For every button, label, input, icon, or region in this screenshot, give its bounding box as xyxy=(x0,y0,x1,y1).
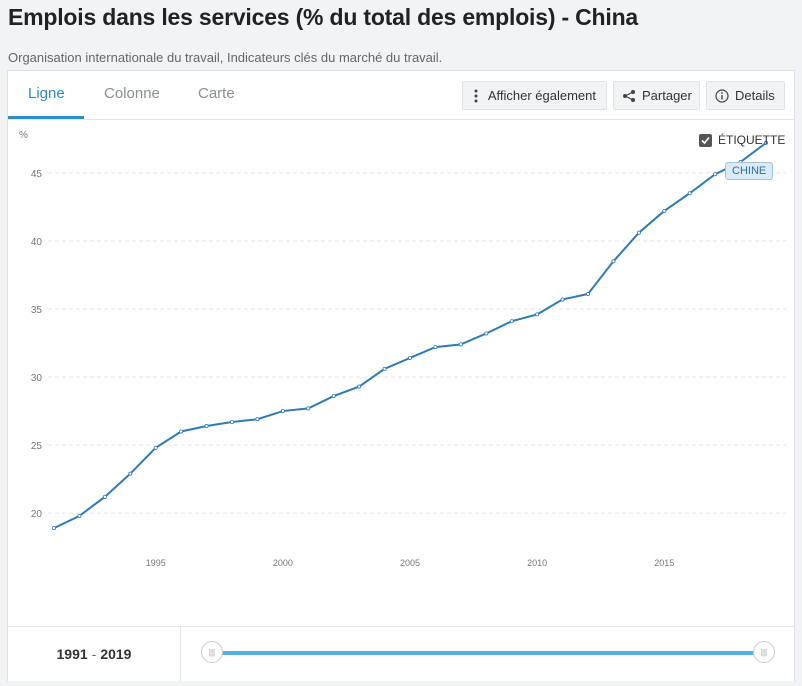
range-slider-track[interactable] xyxy=(213,651,763,655)
chart-card: Ligne Colonne Carte Afficher également P… xyxy=(7,70,795,681)
data-point[interactable] xyxy=(662,208,667,213)
data-point[interactable] xyxy=(153,445,158,450)
details-button[interactable]: Details xyxy=(706,81,785,110)
data-point[interactable] xyxy=(179,429,184,434)
series-label-tag: CHINE xyxy=(725,162,774,180)
data-point[interactable] xyxy=(636,230,641,235)
series-line xyxy=(53,142,767,530)
data-point[interactable] xyxy=(509,319,514,324)
data-point[interactable] xyxy=(687,191,692,196)
range-slider-end-handle[interactable]: ||| xyxy=(753,641,775,663)
data-point[interactable] xyxy=(52,526,57,531)
data-point[interactable] xyxy=(77,513,82,518)
y-axis-unit-label: % xyxy=(19,130,28,141)
data-point[interactable] xyxy=(611,259,616,264)
data-point[interactable] xyxy=(764,140,769,145)
page-title: Emplois dans les services (% du total de… xyxy=(8,4,639,30)
data-point[interactable] xyxy=(713,172,718,177)
line-chart: % 20 25 30 35 40 45 1995 2000 2005 2010 2015 xyxy=(19,130,786,568)
data-point[interactable] xyxy=(255,417,260,422)
y-tick-label: 45 xyxy=(31,169,43,180)
year-range-display: 1991 - 2019 xyxy=(8,627,181,681)
details-label: Details xyxy=(735,88,775,103)
y-tick-label: 20 xyxy=(31,509,43,520)
data-point[interactable] xyxy=(458,342,463,347)
also-show-button[interactable]: Afficher également xyxy=(462,81,607,110)
range-footer: 1991 - 2019 ||| ||| xyxy=(8,626,794,681)
share-label: Partager xyxy=(642,88,692,103)
data-point[interactable] xyxy=(102,494,107,499)
y-tick-label: 25 xyxy=(31,441,43,452)
active-tab-indicator xyxy=(8,116,84,119)
data-point[interactable] xyxy=(306,406,311,411)
more-vertical-icon xyxy=(471,88,482,104)
label-checkbox[interactable] xyxy=(699,133,712,147)
tab-ligne[interactable]: Ligne xyxy=(28,85,65,102)
data-point[interactable] xyxy=(586,291,591,296)
range-start: 1991 xyxy=(56,646,88,662)
range-end: 2019 xyxy=(100,646,132,662)
check-icon xyxy=(701,136,710,144)
data-point[interactable] xyxy=(484,331,489,336)
share-button[interactable]: Partager xyxy=(613,81,700,110)
range-slider-start-handle[interactable]: ||| xyxy=(201,641,223,663)
series-layer xyxy=(52,140,769,531)
x-tick-label: 2015 xyxy=(654,558,674,568)
x-tick-label: 2010 xyxy=(527,558,547,568)
page-subtitle: Organisation internationale du travail, … xyxy=(8,50,443,65)
also-show-label: Afficher également xyxy=(487,88,596,103)
data-point[interactable] xyxy=(280,409,285,414)
info-icon xyxy=(715,88,729,104)
data-point[interactable] xyxy=(407,355,412,360)
x-tick-label: 1995 xyxy=(146,558,166,568)
data-point[interactable] xyxy=(357,384,362,389)
x-tick-labels: 1995 2000 2005 2010 2015 xyxy=(146,558,675,568)
grid-layer xyxy=(48,172,786,514)
tab-carte[interactable]: Carte xyxy=(198,85,235,102)
data-point[interactable] xyxy=(204,424,209,429)
tab-bar: Ligne Colonne Carte Afficher également P… xyxy=(8,71,794,120)
data-point[interactable] xyxy=(433,345,438,350)
y-tick-label: 30 xyxy=(31,373,43,384)
x-tick-label: 2000 xyxy=(273,558,293,568)
data-point[interactable] xyxy=(535,312,540,317)
y-tick-labels: 20 25 30 35 40 45 xyxy=(31,169,43,520)
tab-colonne[interactable]: Colonne xyxy=(104,85,160,102)
range-separator: - xyxy=(91,646,97,662)
data-point[interactable] xyxy=(560,297,565,302)
data-point[interactable] xyxy=(128,471,133,476)
x-tick-label: 2005 xyxy=(400,558,420,568)
data-point[interactable] xyxy=(229,419,234,424)
share-icon xyxy=(622,88,636,104)
y-tick-label: 40 xyxy=(31,237,43,248)
label-toggle[interactable]: ÉTIQUETTE xyxy=(699,133,785,147)
label-toggle-text: ÉTIQUETTE xyxy=(718,133,786,147)
data-point[interactable] xyxy=(331,394,336,399)
data-point[interactable] xyxy=(382,366,387,371)
y-tick-label: 35 xyxy=(31,305,43,316)
